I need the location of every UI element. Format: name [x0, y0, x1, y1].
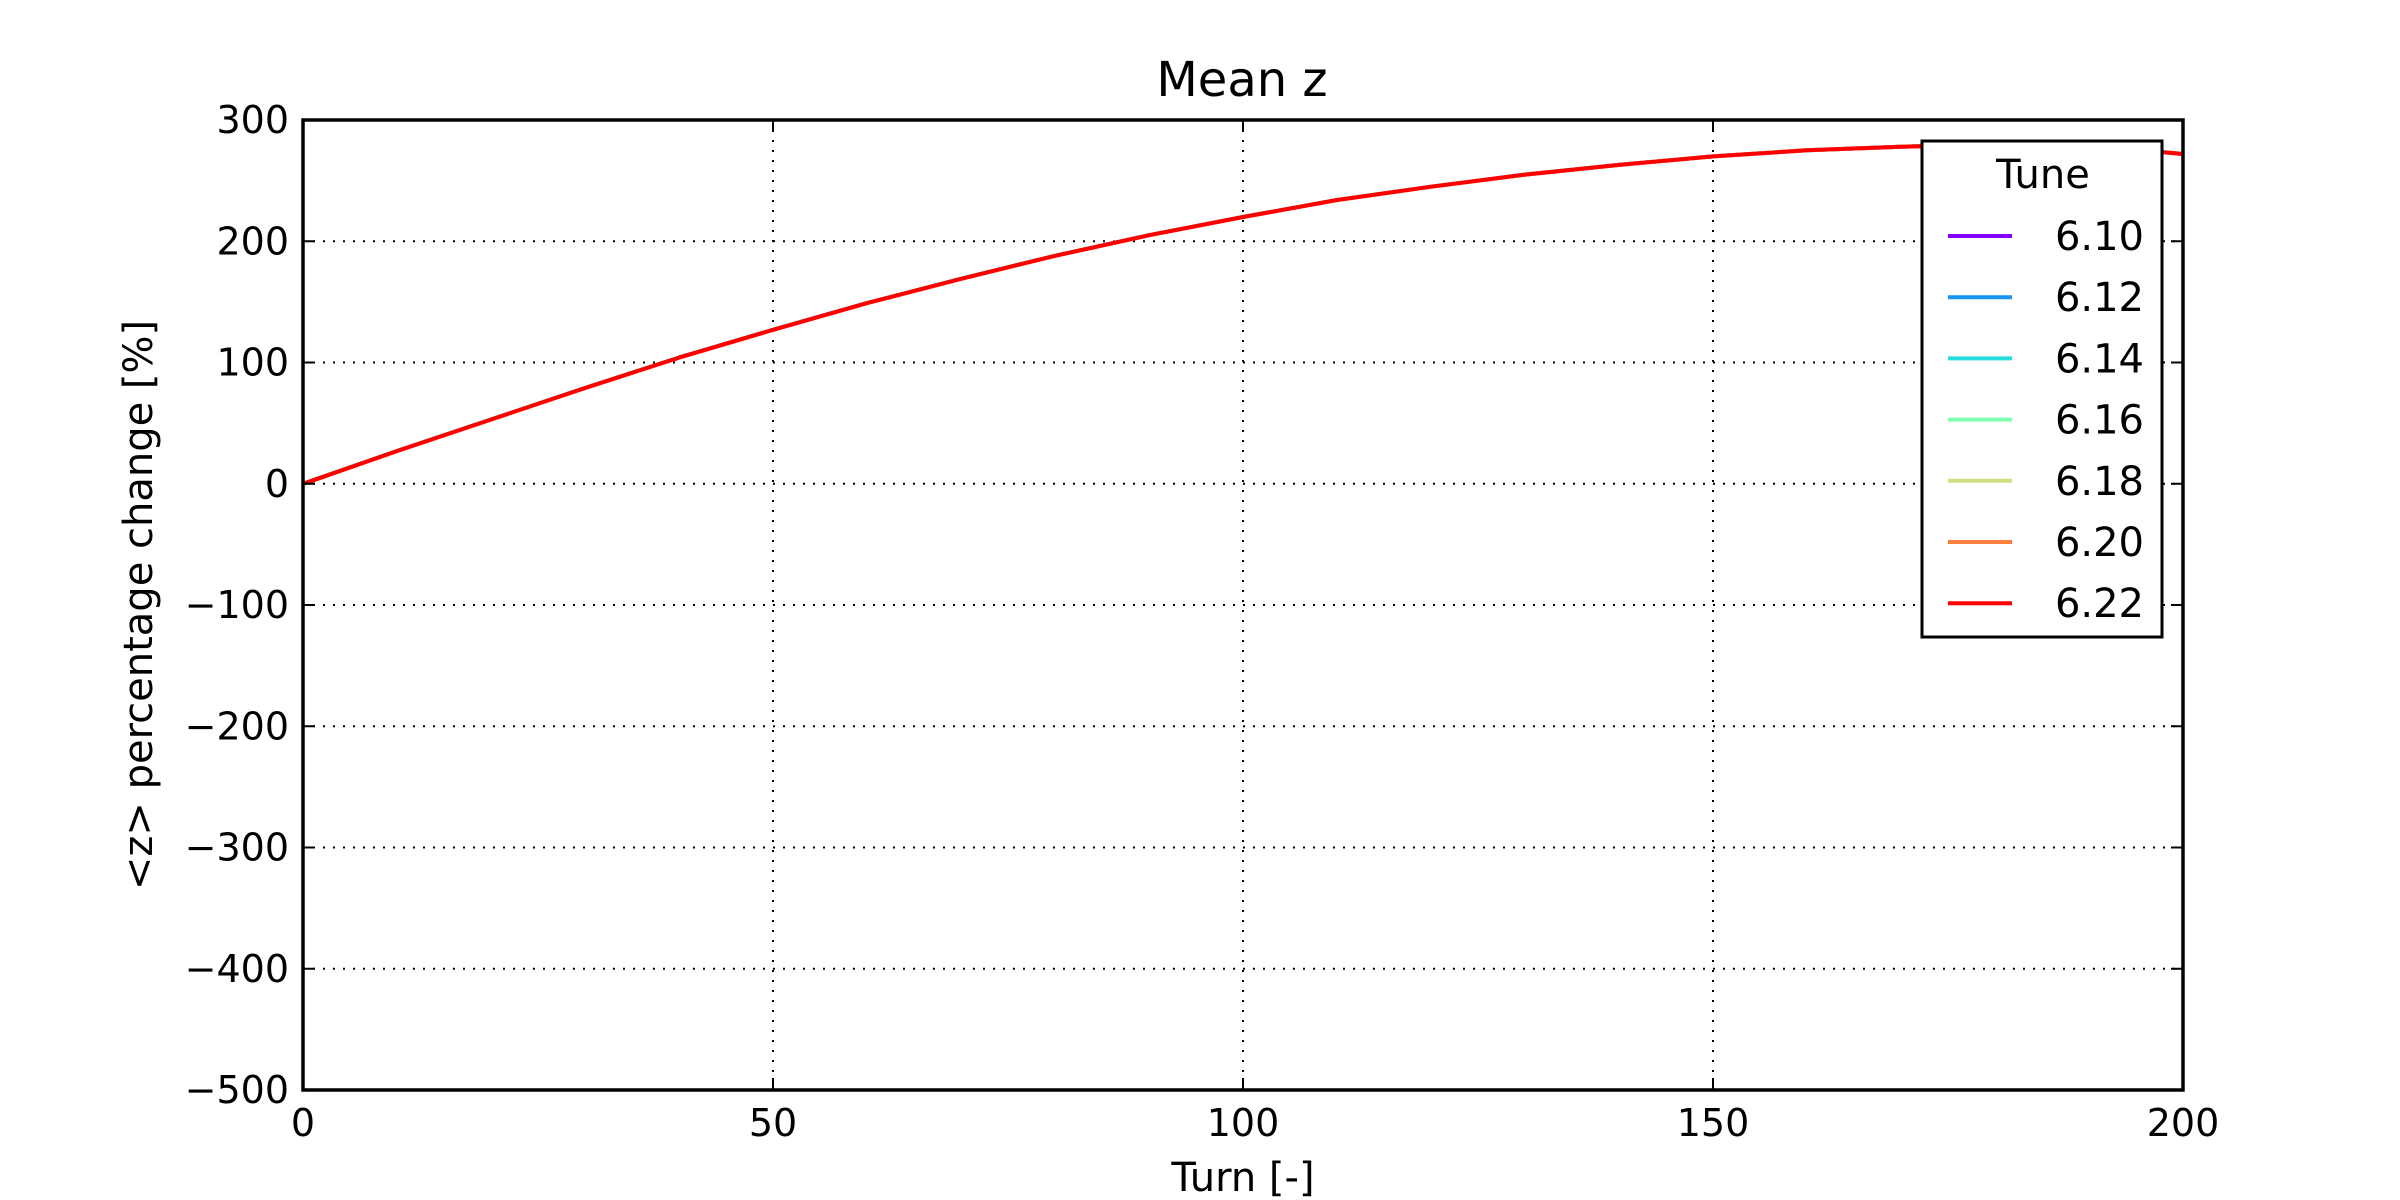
y-tick-label: −200 [185, 704, 289, 748]
x-tick-label: 150 [1677, 1101, 1750, 1145]
series-line-6.16 [302, 142, 2184, 486]
y-tick-label: 200 [216, 219, 289, 263]
x-tick-label: 50 [749, 1101, 797, 1145]
series-line-6.10 [302, 142, 2184, 486]
series-line-6.18 [302, 142, 2184, 486]
y-tick-label: −400 [185, 947, 289, 991]
legend-label-6.18: 6.18 [2055, 459, 2144, 505]
y-tick-label: 100 [216, 341, 289, 385]
series-line-6.12 [302, 142, 2184, 486]
y-tick-label: 0 [265, 462, 289, 506]
legend-label-6.16: 6.16 [2055, 398, 2144, 444]
legend-items: 6.10 6.12 6.14 6.16 6.18 6.20 6.22 [1948, 214, 2144, 627]
y-tick-label: −100 [185, 583, 289, 627]
legend-label-6.14: 6.14 [2055, 336, 2144, 382]
axis-ticks: 0 50 100 150 200 300 200 100 0 −100 −200 −300 −400 −5… [185, 98, 2220, 1145]
chart-title: Mean z [1156, 52, 1327, 108]
legend-label-6.10: 6.10 [2055, 214, 2144, 260]
legend-label-6.20: 6.20 [2055, 520, 2144, 566]
legend-box [1920, 139, 2164, 639]
x-axis-label: Turn [-] [1170, 1155, 1314, 1200]
x-tick-label: 0 [291, 1101, 315, 1145]
legend-label-6.22: 6.22 [2055, 581, 2144, 627]
legend-title: Tune [1995, 152, 2090, 198]
grid-lines [303, 120, 2183, 1090]
legend-label-6.12: 6.12 [2055, 275, 2144, 321]
y-tick-label: −500 [185, 1068, 289, 1112]
x-tick-label: 200 [2147, 1101, 2220, 1145]
y-axis-label: <z> percentage change [%] [116, 320, 162, 890]
series-line-6.14 [302, 142, 2184, 486]
y-tick-label: −300 [185, 826, 289, 870]
series-line-6.20 [302, 142, 2184, 486]
legend: Tune 6.10 6.12 6.14 6.16 6.18 6.20 6.22 [1920, 139, 2164, 639]
plot-series [302, 142, 2184, 486]
series-line-6.22 [302, 142, 2184, 486]
x-tick-label: 100 [1207, 1101, 1280, 1145]
y-tick-label: 300 [216, 98, 289, 142]
